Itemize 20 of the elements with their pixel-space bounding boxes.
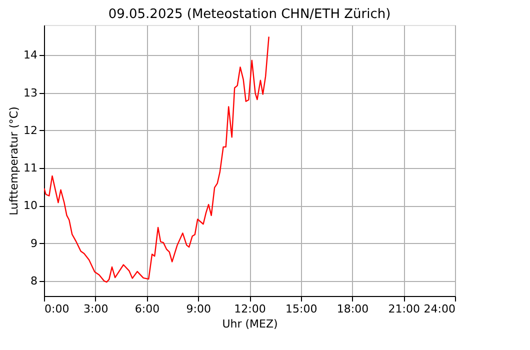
chart-title: 09.05.2025 (Meteostation CHN/ETH Zürich) [108,7,391,22]
x-tick-label: 9:00 [186,302,211,316]
y-tick-label: 8 [30,274,38,288]
y-tick-label: 11 [24,162,38,175]
y-tick-label: 12 [24,124,38,137]
x-tick-label: 15:00 [286,302,318,316]
x-tick-label: 21:00 [388,302,420,316]
line-series [44,36,270,283]
y-tick-label: 9 [30,236,38,250]
x-tick-label: 0:00 [44,302,70,316]
y-tick-label: 14 [24,48,38,62]
x-tick-label: 3:00 [84,302,108,316]
x-tick-label: 18:00 [336,302,369,316]
y-axis-title: Lufttemperatur (°C) [8,106,21,216]
x-tick-label: 6:00 [134,302,160,316]
y-tick-label: 13 [24,86,38,100]
x-tick-label: 12:00 [234,302,266,316]
x-axis-title: Uhr (MEZ) [222,318,278,330]
x-tick-label: 24:00 [424,302,456,316]
y-tick-label: 10 [24,199,38,212]
